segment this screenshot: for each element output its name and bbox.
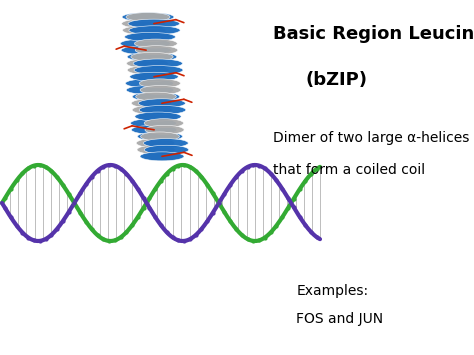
Ellipse shape xyxy=(135,46,178,55)
Ellipse shape xyxy=(122,19,165,28)
Ellipse shape xyxy=(128,66,169,75)
Text: Dimer of two large α-helices: Dimer of two large α-helices xyxy=(273,131,469,145)
Text: that form a coiled coil: that form a coiled coil xyxy=(273,163,425,177)
Text: Examples:: Examples: xyxy=(296,284,368,298)
Ellipse shape xyxy=(122,26,166,35)
Ellipse shape xyxy=(132,105,172,114)
Ellipse shape xyxy=(145,125,184,134)
Ellipse shape xyxy=(128,19,180,28)
Ellipse shape xyxy=(125,32,175,42)
Ellipse shape xyxy=(130,72,178,81)
Ellipse shape xyxy=(130,119,176,128)
Ellipse shape xyxy=(135,112,181,121)
Ellipse shape xyxy=(143,152,181,161)
Ellipse shape xyxy=(136,92,176,101)
Text: FOS and JUN: FOS and JUN xyxy=(296,312,383,326)
Ellipse shape xyxy=(138,99,185,108)
Ellipse shape xyxy=(135,39,177,48)
Ellipse shape xyxy=(127,52,177,61)
Ellipse shape xyxy=(129,26,180,35)
Ellipse shape xyxy=(133,59,182,68)
Text: (bZIP): (bZIP) xyxy=(306,71,368,89)
Ellipse shape xyxy=(137,132,182,141)
Ellipse shape xyxy=(126,79,173,88)
Ellipse shape xyxy=(128,32,172,42)
Ellipse shape xyxy=(138,112,178,121)
Ellipse shape xyxy=(126,86,174,94)
Text: Basic Region Leucine zipper: Basic Region Leucine zipper xyxy=(273,25,474,43)
Ellipse shape xyxy=(139,105,186,114)
Ellipse shape xyxy=(131,52,173,61)
Ellipse shape xyxy=(126,12,170,22)
Ellipse shape xyxy=(133,72,175,81)
Ellipse shape xyxy=(131,125,177,134)
Ellipse shape xyxy=(134,66,183,75)
Ellipse shape xyxy=(136,138,175,148)
Ellipse shape xyxy=(144,138,188,148)
Ellipse shape xyxy=(139,79,181,88)
Ellipse shape xyxy=(141,132,180,141)
Ellipse shape xyxy=(140,86,181,94)
Ellipse shape xyxy=(137,145,175,154)
Ellipse shape xyxy=(144,119,183,128)
Ellipse shape xyxy=(140,152,184,161)
Ellipse shape xyxy=(122,12,174,22)
Ellipse shape xyxy=(145,145,189,154)
Ellipse shape xyxy=(121,46,171,55)
Ellipse shape xyxy=(131,99,172,108)
Ellipse shape xyxy=(127,59,168,68)
Ellipse shape xyxy=(132,92,180,101)
Ellipse shape xyxy=(120,39,171,48)
